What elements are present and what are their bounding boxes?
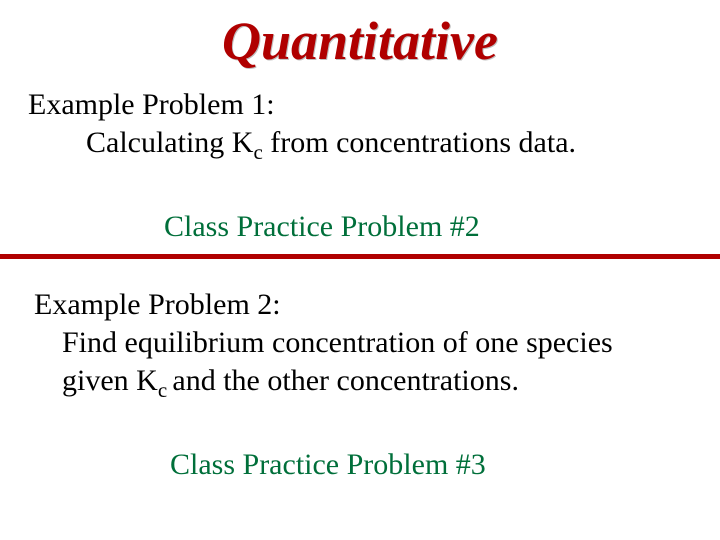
- practice-problem-2: Class Practice Problem #3: [170, 448, 486, 482]
- practice-problem-1: Class Practice Problem #2: [164, 210, 480, 244]
- example-2-line-3: given Kc and the other concentrations.: [62, 364, 519, 399]
- example-1-heading: Example Problem 1:: [28, 88, 275, 123]
- example-2-line-3-post: and the other concentrations.: [172, 364, 519, 397]
- example-1-body-pre: Calculating K: [86, 126, 253, 159]
- example-1-body: Calculating Kc from concentrations data.: [86, 126, 576, 161]
- example-1-subscript: c: [253, 140, 262, 164]
- divider: [0, 254, 720, 259]
- example-2-subscript: c: [158, 378, 173, 402]
- slide-title: Quantitative: [0, 10, 720, 72]
- example-1-body-post: from concentrations data.: [263, 126, 576, 159]
- example-2-heading: Example Problem 2:: [34, 288, 281, 323]
- example-2-line-3-pre: given K: [62, 364, 158, 397]
- example-2-line-2: Find equilibrium concentration of one sp…: [62, 326, 613, 361]
- slide: Quantitative Example Problem 1: Calculat…: [0, 0, 720, 540]
